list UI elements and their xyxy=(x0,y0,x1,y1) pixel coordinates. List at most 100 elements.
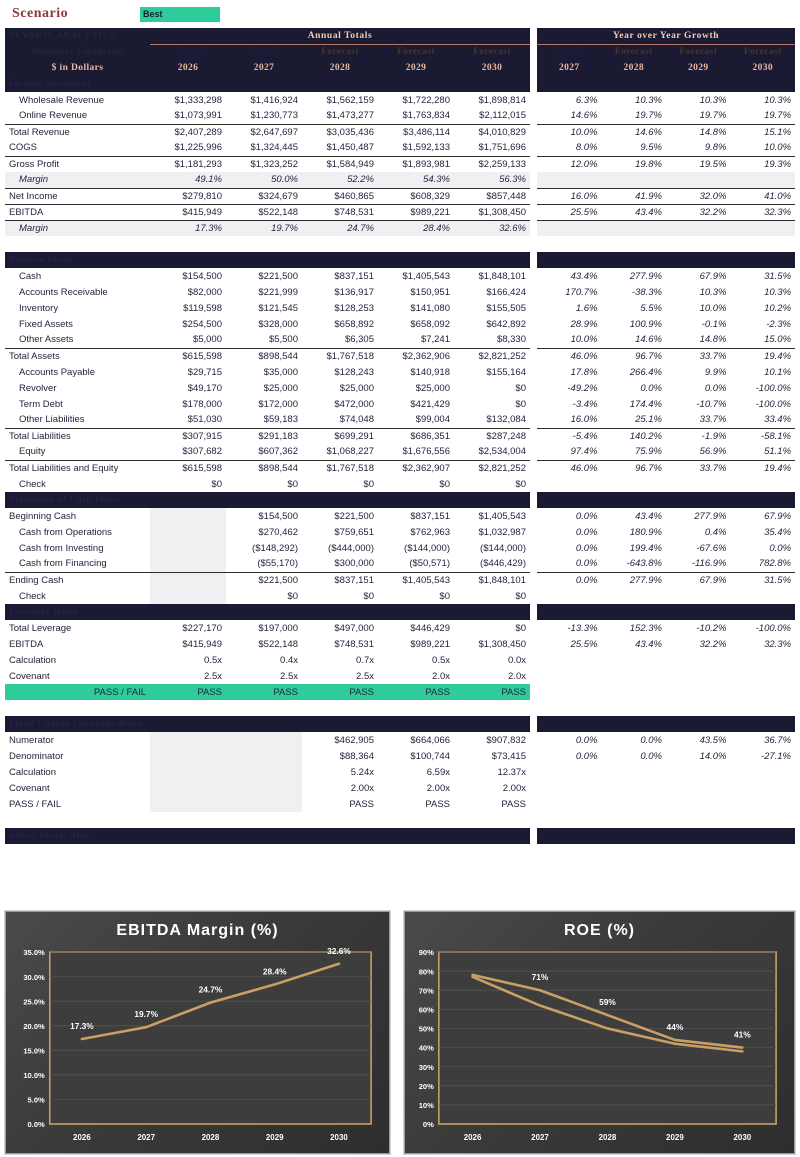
table-row: Covenant 2.5x 2.5x 2.5x 2.0x 2.0x xyxy=(5,668,530,684)
svg-text:2029: 2029 xyxy=(266,1133,284,1142)
yoy-value-cell: 43.4% xyxy=(635,638,662,650)
value-cell: 54.3% xyxy=(378,172,454,188)
yoy-value-cell: 46.0% xyxy=(537,459,602,476)
value-cell: $1,405,543 xyxy=(478,510,526,522)
annual-totals-table: SEVARIS ANALYTICS Annual Totals Summary Fi… xyxy=(5,28,530,844)
value-cell: $0 xyxy=(515,478,526,490)
ebitda-margin-chart: EBITDA Margin (%) 0.0% 5.0% 10.0% 15.0% 20.0… xyxy=(5,911,390,1154)
table-row: 0.0% 180.9% 0.4% 35.4% xyxy=(537,524,795,540)
value-cell: $324,679 xyxy=(226,187,302,204)
value-cell: ($55,170) xyxy=(257,558,298,570)
roe-chart: ROE (%) 0% 10% 20% 30% 40% 50% 60% 70% 80% 90% 202… xyxy=(404,911,795,1154)
value-cell: $837,151 xyxy=(302,571,378,588)
value-cell: $1,848,101 xyxy=(454,571,530,588)
yoy-value-cell: 14.6% xyxy=(635,334,662,346)
column-tag-2030: Forecast xyxy=(454,44,530,60)
value-cell: $1,405,543 xyxy=(378,571,454,588)
value-cell: $1,181,293 xyxy=(150,155,226,172)
yoy-value-cell xyxy=(537,219,602,236)
value-cell: $172,000 xyxy=(258,398,298,410)
value-cell: $29,715 xyxy=(187,366,222,378)
value-cell: 2.5x xyxy=(204,670,222,682)
row-label-total-assets: Total Assets xyxy=(5,347,150,364)
value-cell: $1,763,834 xyxy=(402,110,450,122)
svg-text:20.0%: 20.0% xyxy=(23,1022,45,1031)
value-cell: $227,170 xyxy=(182,622,222,634)
value-cell: $99,004 xyxy=(415,414,450,426)
yoy-value-cell xyxy=(602,764,667,780)
yoy-value-cell: 0.0% xyxy=(575,750,598,762)
scenario-dropdown[interactable]: Best xyxy=(140,6,220,22)
table-row: Revolver $49,170 $25,000 $25,000 $25,000 $0 xyxy=(5,380,530,396)
svg-text:35.0%: 35.0% xyxy=(23,948,45,957)
svg-text:59%: 59% xyxy=(599,997,616,1007)
yoy-value-cell: -0.1% xyxy=(701,318,727,330)
svg-text:30%: 30% xyxy=(419,1063,434,1072)
yoy-value-cell: 180.9% xyxy=(629,526,662,538)
value-cell: $3,035,436 xyxy=(302,123,378,140)
value-cell: $1,450,487 xyxy=(326,142,374,154)
row-spacer xyxy=(5,700,530,716)
value-cell: $2,259,133 xyxy=(454,155,530,172)
table-row: 0.0% 43.4% 277.9% 67.9% xyxy=(537,508,795,524)
value-cell: $119,598 xyxy=(183,302,222,314)
row-label-cash-from-financing: Cash from Financing xyxy=(19,558,107,570)
leverage-header-right xyxy=(537,604,796,620)
value-cell: 0.0x xyxy=(508,654,526,666)
yoy-value-cell: 33.7% xyxy=(699,414,727,426)
income-statement-header: Income Statement xyxy=(5,76,530,92)
value-cell: $150,951 xyxy=(410,286,450,298)
yoy-value-cell: 140.2% xyxy=(601,427,666,444)
section-title-spacer xyxy=(537,604,796,620)
value-cell: $658,092 xyxy=(410,318,450,330)
svg-text:10%: 10% xyxy=(419,1101,434,1110)
value-cell: $1,308,450 xyxy=(454,203,530,220)
yoy-value-cell: 32.2% xyxy=(666,203,731,220)
yoy-value-cell: 43.4% xyxy=(570,270,598,282)
yoy-value-cell: -643.8% xyxy=(626,558,662,570)
row-label-equity: Equity xyxy=(19,446,46,458)
yoy-value-cell: 14.6% xyxy=(570,110,598,122)
value-cell: $73,415 xyxy=(491,750,526,762)
yoy-growth-panel: Year over Year Growth Actual Forecast Forec… xyxy=(537,28,796,844)
table-row: 0.0% 199.4% -67.6% 0.0% xyxy=(537,540,795,556)
yoy-title-row: Year over Year Growth xyxy=(537,28,796,45)
section-title-spacer xyxy=(537,76,796,92)
yoy-value-cell: 67.9% xyxy=(699,270,727,282)
yoy-value-cell: 19.4% xyxy=(730,459,796,476)
table-row: 25.5% 43.4% 32.2% 32.3% xyxy=(537,636,795,652)
yoy-value-cell: 10.2% xyxy=(764,302,792,314)
svg-text:2027: 2027 xyxy=(531,1133,549,1142)
value-cell: $25,000 xyxy=(263,382,298,394)
yoy-value-cell: 6.3% xyxy=(575,94,598,106)
annual-totals-group-title: Annual Totals xyxy=(150,28,530,45)
value-cell: $658,892 xyxy=(334,318,374,330)
value-cell: $2,112,015 xyxy=(479,110,526,122)
yoy-value-cell xyxy=(731,764,796,780)
table-row: 6.3% 10.3% 10.3% 10.3% xyxy=(537,92,795,108)
row-label-numerator: Numerator xyxy=(9,734,54,746)
row-label-covenant: Covenant xyxy=(9,782,50,794)
svg-text:2026: 2026 xyxy=(464,1133,482,1142)
yoy-value-cell xyxy=(731,780,796,796)
yoy-column-tag-2029: Forecast xyxy=(666,44,731,60)
value-cell: $1,225,996 xyxy=(174,142,222,154)
yoy-value-cell: 19.5% xyxy=(666,155,731,172)
value-cell: $989,221 xyxy=(410,638,450,650)
value-cell: 50.0% xyxy=(226,172,302,188)
value-cell: PASS xyxy=(226,684,302,700)
svg-text:20%: 20% xyxy=(419,1082,434,1091)
yoy-value-cell: 16.0% xyxy=(570,414,598,426)
spacer-cell xyxy=(537,236,796,252)
value-cell: $141,080 xyxy=(410,302,450,314)
roe-plot: 0% 10% 20% 30% 40% 50% 60% 70% 80% 90% 2026 2027 202… xyxy=(419,948,777,1142)
column-tag-2029: Forecast xyxy=(378,44,454,60)
yoy-value-cell: 31.5% xyxy=(730,571,796,588)
value-cell xyxy=(150,796,226,812)
yoy-value-cell: 32.0% xyxy=(666,187,731,204)
value-cell: $88,364 xyxy=(339,750,374,762)
yoy-column-year-2028: 2028 xyxy=(601,60,666,76)
table-row: Term Debt $178,000 $172,000 $472,000 $421,42… xyxy=(5,396,530,412)
row-label-cogs: COGS xyxy=(9,142,37,154)
value-cell: $279,810 xyxy=(150,187,226,204)
